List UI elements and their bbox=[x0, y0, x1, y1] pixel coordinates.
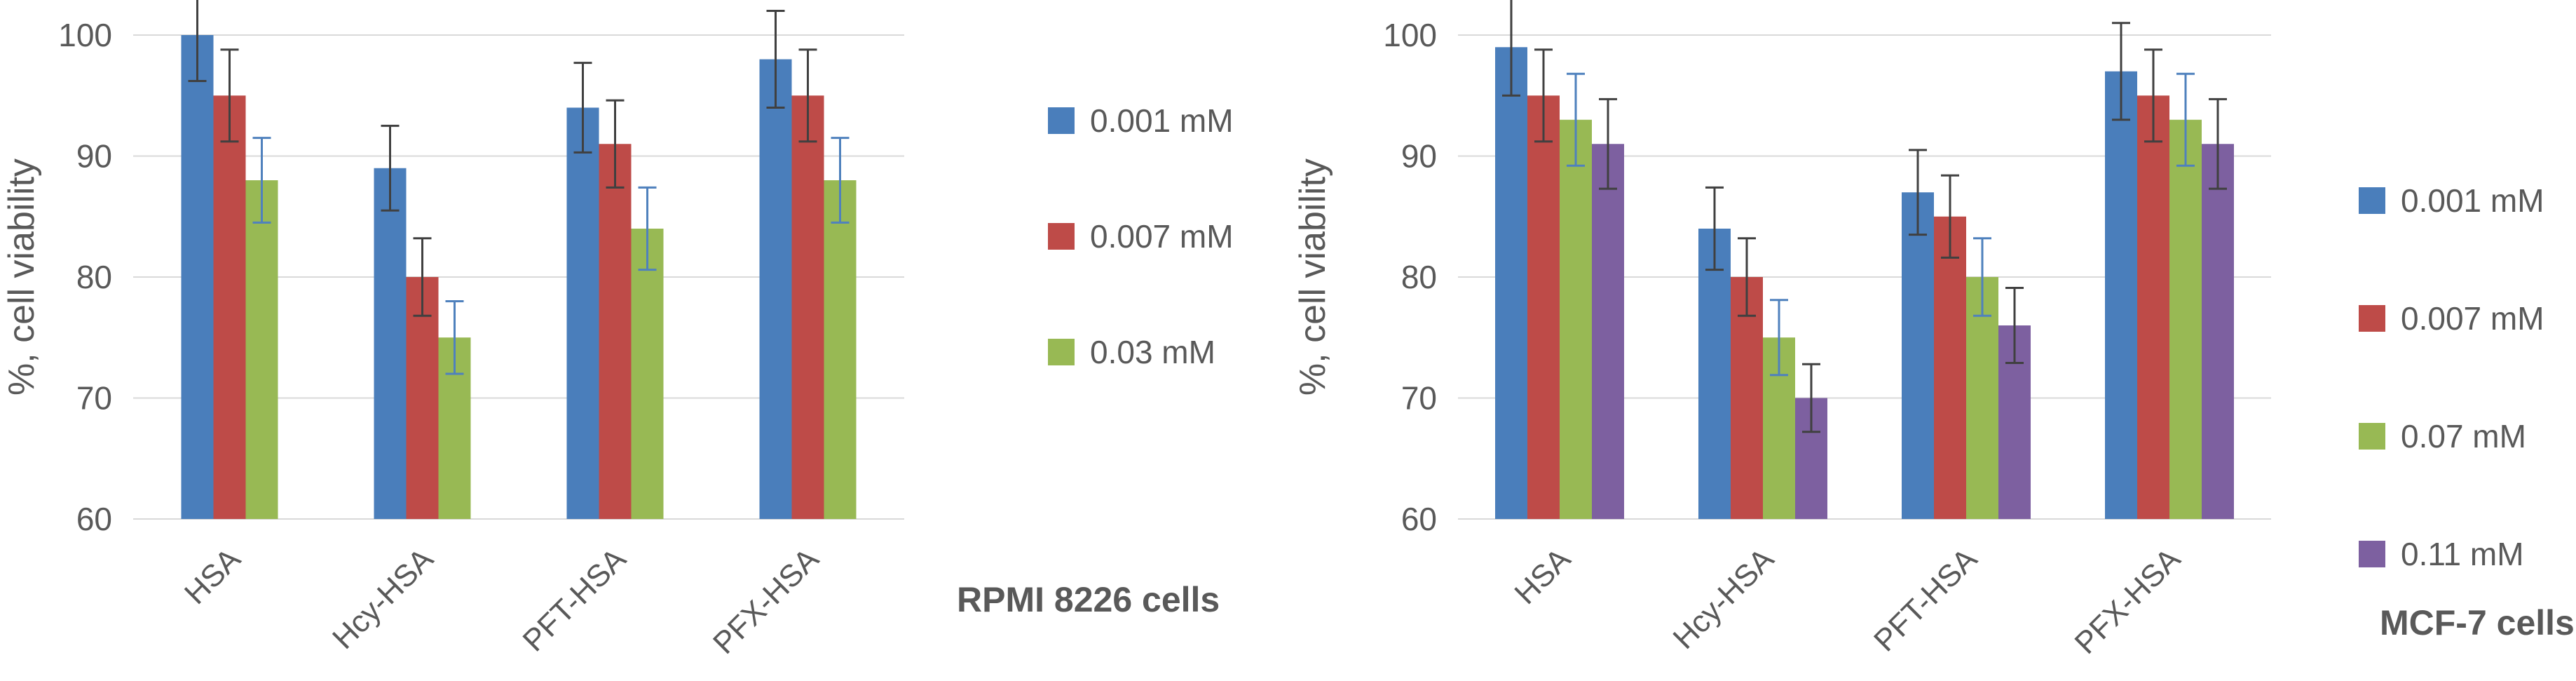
bar-0-03-mM-HSA bbox=[245, 180, 278, 519]
error-bar bbox=[798, 48, 817, 143]
bar-0-03-mM-PFX-HSA bbox=[824, 180, 857, 519]
x-tick-label: Hcy-HSA bbox=[326, 541, 440, 656]
chart-1: 60 70 80 90 100 %, cell viability HSA Hcy-HSA PF… bbox=[1, 0, 1234, 661]
legend-swatch bbox=[2359, 541, 2385, 567]
error-bar bbox=[1705, 186, 1724, 271]
x-tick-label: PFX-HSA bbox=[2069, 541, 2188, 661]
legend-label: 0.11 mM bbox=[2401, 536, 2524, 572]
bar-0-001-mM-HSA bbox=[181, 35, 214, 519]
y-tick-label: 100 bbox=[58, 17, 112, 53]
legend-label: 0.007 mM bbox=[2401, 300, 2544, 337]
bar-0-001-mM-Hcy-HSA bbox=[1698, 229, 1731, 519]
error-bar bbox=[381, 124, 400, 212]
error-bar bbox=[1534, 48, 1553, 143]
legend-label: 0.07 mM bbox=[2401, 418, 2526, 454]
error-bar bbox=[252, 137, 271, 224]
legend-label: 0.03 mM bbox=[1090, 334, 1215, 370]
error-bar bbox=[445, 300, 464, 375]
x-tick-label: PFT-HSA bbox=[1867, 541, 1984, 658]
chart-2: 60 70 80 90 100 %, cell viability HSA Hcy-HSA PF… bbox=[1293, 0, 2575, 661]
bar-0-001-mM-PFT-HSA bbox=[566, 107, 599, 519]
bar-0-007-mM-PFT-HSA bbox=[599, 144, 632, 519]
legend-swatch bbox=[1048, 223, 1075, 250]
error-bar bbox=[1770, 299, 1788, 377]
legend-label: 0.001 mM bbox=[2401, 182, 2544, 219]
legend-swatch bbox=[2359, 423, 2385, 450]
bar-0-007-mM-HSA bbox=[213, 95, 246, 519]
error-bar bbox=[2144, 48, 2162, 143]
y-tick-label: 60 bbox=[76, 501, 112, 537]
bar-0-007-mM-Hcy-HSA bbox=[1731, 277, 1763, 519]
error-bar bbox=[1502, 0, 1520, 97]
x-tick-label: PFX-HSA bbox=[707, 541, 826, 661]
bar-0-007-mM-HSA bbox=[1527, 95, 1560, 519]
error-bar bbox=[1909, 149, 1927, 236]
chart-title: RPMI 8226 cells bbox=[957, 580, 1220, 619]
y-axis-label: %, cell viability bbox=[1, 159, 42, 396]
bar-0-001-mM-PFT-HSA bbox=[1902, 192, 1934, 519]
error-bar bbox=[413, 237, 432, 317]
y-tick-label: 70 bbox=[76, 380, 112, 417]
bar-0-001-mM-PFX-HSA bbox=[759, 59, 792, 519]
bar-0-11-mM-HSA bbox=[1592, 144, 1624, 519]
y-tick-label: 100 bbox=[1383, 17, 1437, 53]
legend-swatch bbox=[2359, 187, 2385, 214]
legend-label: 0.001 mM bbox=[1090, 102, 1234, 139]
bar-0-007-mM-PFX-HSA bbox=[2137, 95, 2169, 519]
error-bar bbox=[2209, 97, 2227, 190]
bar-0-007-mM-PFX-HSA bbox=[791, 95, 824, 519]
error-bar bbox=[831, 137, 850, 224]
error-bar bbox=[2005, 287, 2024, 364]
error-bar bbox=[1567, 72, 1585, 167]
y-tick-label: 60 bbox=[1401, 501, 1437, 537]
y-tick-label: 80 bbox=[1401, 259, 1437, 295]
legend-swatch bbox=[1048, 107, 1075, 134]
legend-swatch bbox=[1048, 339, 1075, 365]
bar-0-07-mM-HSA bbox=[1560, 119, 1592, 519]
error-bar bbox=[1941, 174, 1959, 259]
y-axis-label: %, cell viability bbox=[1293, 159, 1333, 396]
error-bar bbox=[188, 0, 207, 83]
y-tick-label: 80 bbox=[76, 259, 112, 295]
x-tick-label: Hcy-HSA bbox=[1667, 541, 1781, 656]
error-bar bbox=[606, 99, 625, 189]
x-tick-label: PFT-HSA bbox=[517, 541, 633, 658]
error-bar bbox=[1738, 237, 1756, 317]
bar-0-001-mM-PFX-HSA bbox=[2105, 71, 2137, 519]
x-tick-label: HSA bbox=[178, 541, 247, 611]
chart-title: MCF-7 cells bbox=[2380, 603, 2575, 642]
bar-0-001-mM-Hcy-HSA bbox=[374, 168, 407, 519]
error-bar bbox=[2176, 72, 2195, 167]
error-bar bbox=[1973, 237, 1991, 317]
x-tick-label: HSA bbox=[1508, 541, 1577, 611]
y-tick-label: 90 bbox=[1401, 138, 1437, 175]
legend-swatch bbox=[2359, 305, 2385, 332]
bar-0-001-mM-HSA bbox=[1495, 47, 1527, 519]
error-bar bbox=[1599, 97, 1617, 190]
bar-0-07-mM-PFX-HSA bbox=[2169, 119, 2202, 519]
error-bar bbox=[638, 186, 657, 271]
legend-label: 0.007 mM bbox=[1090, 218, 1234, 255]
bar-0-007-mM-Hcy-HSA bbox=[406, 277, 439, 519]
error-bar bbox=[573, 62, 592, 154]
bar-0-007-mM-PFT-HSA bbox=[1934, 216, 1966, 519]
bar-0-07-mM-PFT-HSA bbox=[1966, 277, 1998, 519]
bar-0-11-mM-PFX-HSA bbox=[2202, 144, 2234, 519]
error-bar bbox=[1802, 363, 1820, 433]
bar-0-03-mM-PFT-HSA bbox=[631, 229, 664, 519]
y-tick-label: 90 bbox=[76, 138, 112, 175]
y-tick-label: 70 bbox=[1401, 380, 1437, 417]
error-bar bbox=[220, 48, 239, 143]
error-bar bbox=[766, 10, 785, 109]
error-bar bbox=[2112, 22, 2130, 121]
